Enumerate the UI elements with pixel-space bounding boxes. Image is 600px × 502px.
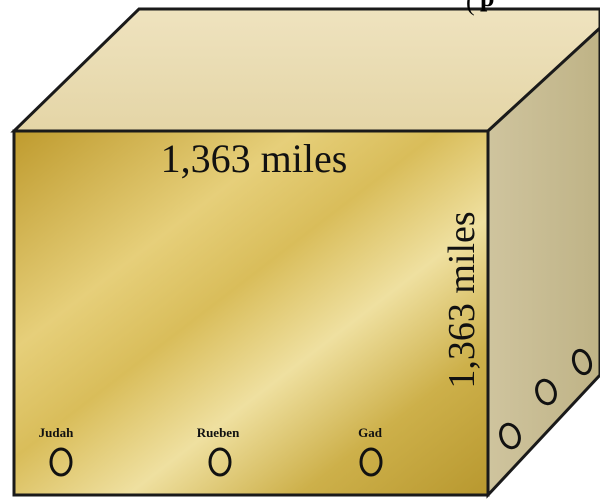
gate-label-gad: Gad: [358, 425, 383, 440]
gate-circle-judah: [49, 447, 73, 477]
side-gate-circle-3: [571, 348, 593, 376]
cube-front-face: [12, 129, 490, 497]
gate-circle-rueben: [208, 447, 232, 477]
side-dimension-label: 1,363 miles: [441, 211, 483, 388]
top-edge-caption-fragment-2: p: [480, 0, 494, 12]
gate-label-rueben: Rueben: [197, 425, 240, 440]
side-gate-circle-2: [535, 378, 557, 406]
gate-circle-gad: [359, 447, 383, 477]
side-gate-circle-1: [499, 422, 521, 450]
front-dimension-label: 1,363 miles: [161, 136, 348, 181]
top-edge-caption-fragment: (: [466, 0, 475, 16]
gate-label-judah: Judah: [39, 425, 74, 440]
